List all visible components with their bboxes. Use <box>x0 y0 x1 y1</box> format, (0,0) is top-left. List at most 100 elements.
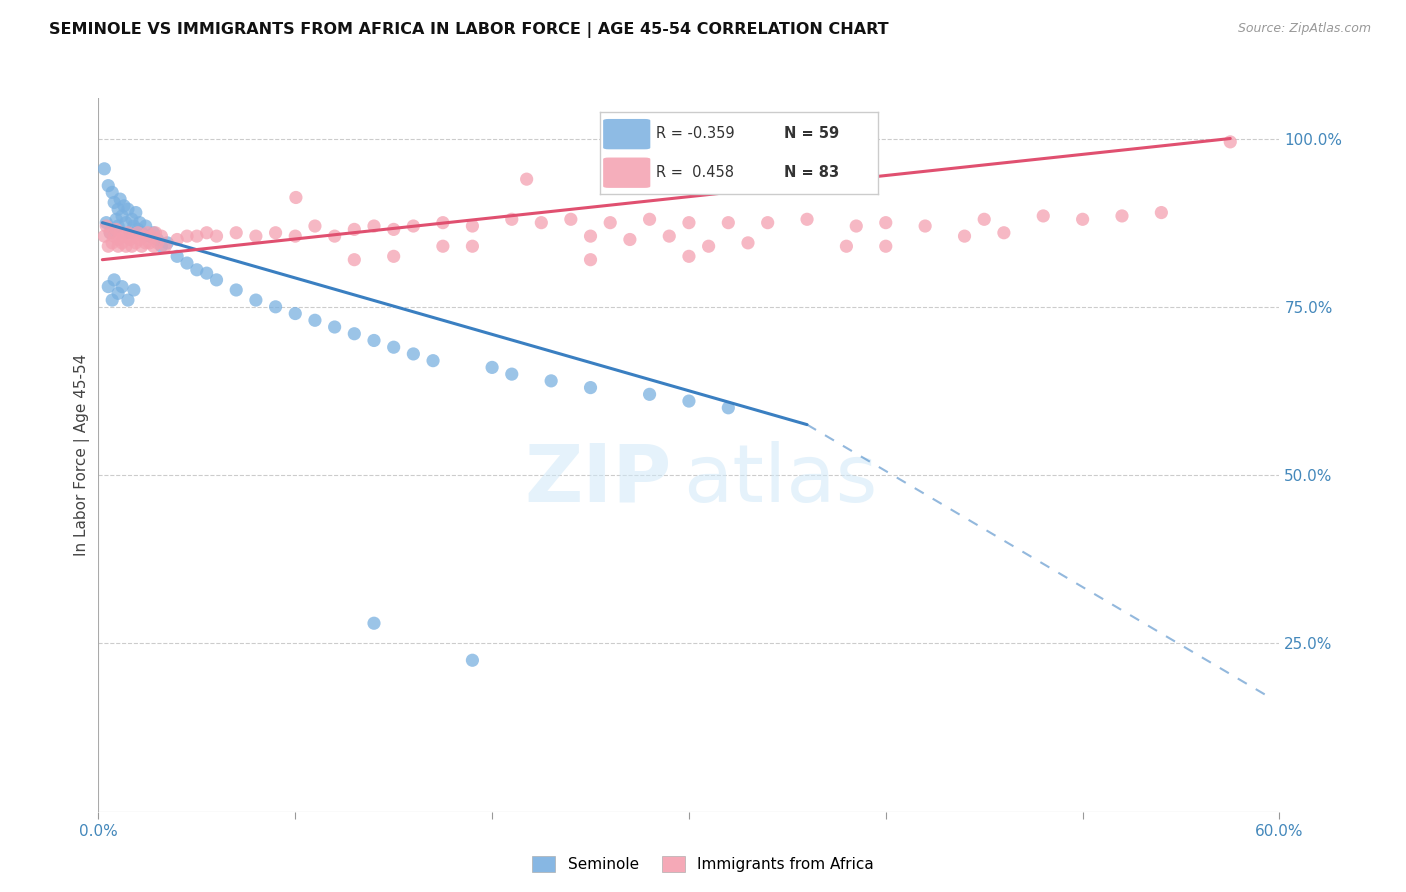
Point <box>103 273 125 287</box>
Point <box>117 293 139 307</box>
Point <box>127 226 149 240</box>
Point <box>115 216 138 230</box>
Point <box>323 229 346 244</box>
Text: ZIP: ZIP <box>524 441 671 519</box>
Point <box>432 239 454 253</box>
Text: SEMINOLE VS IMMIGRANTS FROM AFRICA IN LABOR FORCE | AGE 45-54 CORRELATION CHART: SEMINOLE VS IMMIGRANTS FROM AFRICA IN LA… <box>49 22 889 38</box>
Point <box>973 212 995 227</box>
Point <box>121 212 143 227</box>
Point <box>150 229 173 244</box>
Point <box>136 226 159 240</box>
Point <box>127 222 149 236</box>
Point <box>108 226 131 240</box>
Point <box>481 360 503 375</box>
Point <box>96 216 118 230</box>
Point <box>245 293 267 307</box>
Point <box>1071 212 1094 227</box>
Point <box>195 266 218 280</box>
Point <box>186 229 208 244</box>
Point <box>111 279 134 293</box>
Point <box>560 212 582 227</box>
Point <box>638 387 661 401</box>
Point <box>363 219 385 233</box>
Point <box>195 226 218 240</box>
Point <box>402 347 425 361</box>
Point <box>111 235 134 250</box>
Point <box>264 226 287 240</box>
Point <box>284 229 307 244</box>
Point <box>186 262 208 277</box>
Point <box>304 313 326 327</box>
Point <box>103 195 125 210</box>
Point <box>115 239 138 253</box>
Y-axis label: In Labor Force | Age 45-54: In Labor Force | Age 45-54 <box>75 354 90 556</box>
Point <box>599 216 621 230</box>
Point <box>432 216 454 230</box>
Point <box>97 279 120 293</box>
Point <box>1111 209 1133 223</box>
Point <box>402 219 425 233</box>
Point <box>101 186 124 200</box>
Point <box>304 219 326 233</box>
Point <box>796 212 818 227</box>
Point <box>875 216 897 230</box>
Text: atlas: atlas <box>683 441 877 519</box>
Point <box>264 300 287 314</box>
Point <box>150 239 173 253</box>
Point <box>461 653 484 667</box>
Point <box>101 293 124 307</box>
Point <box>205 229 228 244</box>
Point <box>166 232 188 246</box>
Point <box>128 216 150 230</box>
Point <box>142 239 165 253</box>
Point <box>993 226 1015 240</box>
Point <box>131 226 153 240</box>
Point <box>225 226 247 240</box>
Point <box>284 307 307 321</box>
Point <box>141 229 163 244</box>
Point <box>914 219 936 233</box>
Point <box>579 229 602 244</box>
Point <box>132 229 155 244</box>
Point <box>1032 209 1054 223</box>
Point <box>501 367 523 381</box>
Point <box>146 232 169 246</box>
Point <box>540 374 562 388</box>
Point <box>138 229 160 244</box>
Point <box>93 229 115 244</box>
Point <box>658 229 681 244</box>
Point <box>142 226 165 240</box>
Point <box>619 232 641 246</box>
Point <box>717 216 740 230</box>
Legend: Seminole, Immigrants from Africa: Seminole, Immigrants from Africa <box>524 848 882 880</box>
Point <box>117 202 139 217</box>
Point <box>579 381 602 395</box>
Point <box>176 256 198 270</box>
Point <box>156 235 179 250</box>
Point <box>107 202 129 217</box>
Point <box>118 232 141 246</box>
Point <box>135 235 157 250</box>
Text: Source: ZipAtlas.com: Source: ZipAtlas.com <box>1237 22 1371 36</box>
Point <box>146 235 169 250</box>
Point <box>96 219 118 233</box>
Point <box>638 212 661 227</box>
Point <box>121 239 143 253</box>
Point <box>501 212 523 227</box>
Point <box>112 229 135 244</box>
Point <box>166 249 188 263</box>
Point <box>678 249 700 263</box>
Point <box>382 249 405 263</box>
Point <box>555 167 578 181</box>
Point <box>697 239 720 253</box>
Point <box>118 226 141 240</box>
Point <box>225 283 247 297</box>
Point <box>382 222 405 236</box>
Point <box>530 216 553 230</box>
Point <box>103 229 125 244</box>
Point <box>461 219 484 233</box>
Point <box>107 239 129 253</box>
Point <box>97 239 120 253</box>
Point <box>98 226 121 240</box>
Point <box>125 205 148 219</box>
